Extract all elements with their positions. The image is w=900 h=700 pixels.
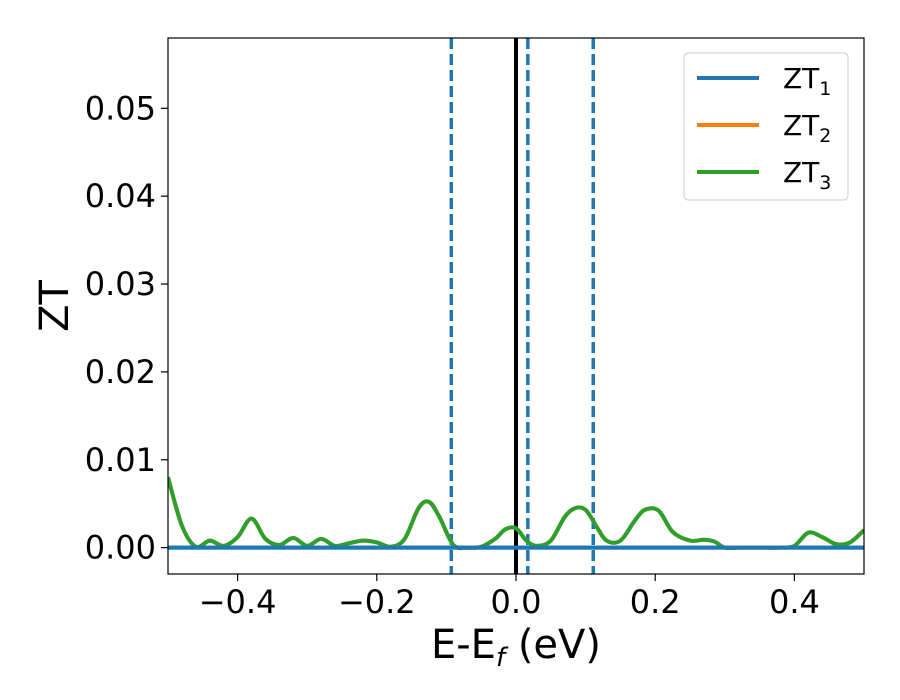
x-tick-label: 0.0 (491, 583, 542, 621)
legend-label-zt3: ZT3 (783, 156, 831, 194)
y-tick-label: 0.00 (85, 529, 156, 567)
x-tick-label: 0.2 (630, 583, 681, 621)
x-tick-label: −0.4 (199, 583, 277, 621)
plot-area (168, 38, 864, 574)
legend-label-zt2: ZT2 (783, 109, 831, 147)
x-axis-label: E-Ef (eV) (431, 622, 601, 673)
y-tick-label: 0.01 (85, 441, 156, 479)
y-tick-label: 0.03 (85, 265, 156, 303)
legend: ZT1 ZT2 ZT3 (683, 52, 849, 201)
legend-label-zt1: ZT1 (783, 62, 831, 100)
y-tick-label: 0.04 (85, 177, 156, 215)
y-tick-label: 0.02 (85, 353, 156, 391)
x-axis: −0.4 −0.2 0.0 0.2 0.4 (199, 574, 820, 621)
x-tick-label: −0.2 (338, 583, 416, 621)
y-tick-label: 0.05 (85, 89, 156, 127)
y-axis-label: ZT (32, 280, 78, 332)
legend-box (683, 52, 849, 201)
x-tick-label: 0.4 (769, 583, 820, 621)
y-axis: 0.00 0.01 0.02 0.03 0.04 0.05 (85, 89, 168, 567)
